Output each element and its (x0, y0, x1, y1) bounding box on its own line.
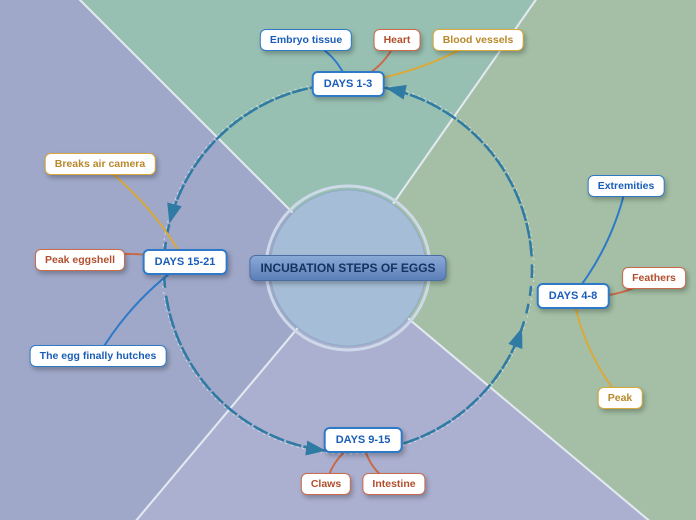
stage-node-2: DAYS 9-15 (324, 427, 403, 453)
leaf-node-1-2: Peak (598, 387, 643, 409)
leaf-node-3-0: Breaks air camera (45, 153, 156, 175)
stage-node-1: DAYS 4-8 (537, 283, 610, 309)
leaf-node-1-0: Extremities (588, 175, 665, 197)
stage-node-0: DAYS 1-3 (312, 71, 385, 97)
leaf-node-3-1: Peak eggshell (35, 249, 125, 271)
center-node: INCUBATION STEPS OF EGGS (249, 255, 446, 281)
diagram-stage: INCUBATION STEPS OF EGGS DAYS 1-3 Embryo t… (0, 0, 696, 520)
leaf-node-2-0: Claws (301, 473, 351, 495)
leaf-node-0-1: Heart (374, 29, 421, 51)
leaf-node-1-1: Feathers (622, 267, 686, 289)
leaf-node-2-1: Intestine (362, 473, 425, 495)
stage-node-3: DAYS 15-21 (143, 249, 228, 275)
leaf-node-3-2: The egg finally hutches (30, 345, 167, 367)
leaf-node-0-2: Blood vessels (433, 29, 524, 51)
leaf-node-0-0: Embryo tissue (260, 29, 352, 51)
